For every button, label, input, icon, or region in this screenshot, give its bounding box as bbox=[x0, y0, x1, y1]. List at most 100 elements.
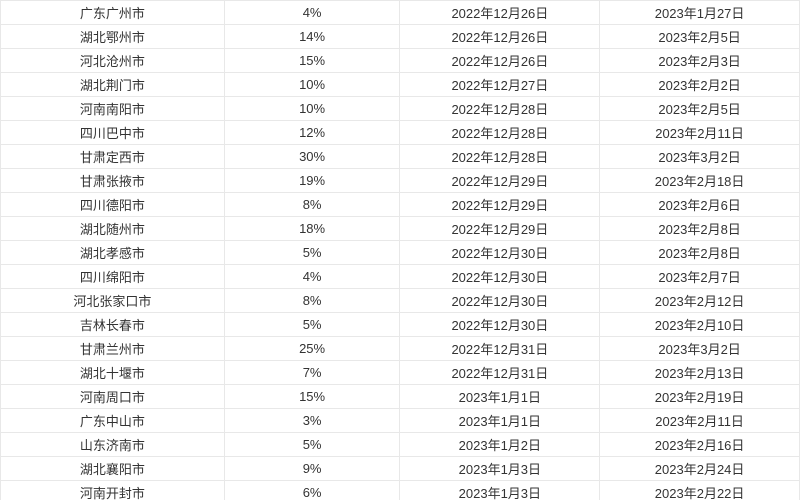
cell-percent: 14% bbox=[224, 25, 400, 49]
cell-city: 甘肃张掖市 bbox=[1, 169, 225, 193]
cell-city: 四川绵阳市 bbox=[1, 265, 225, 289]
table-row: 湖北随州市18%2022年12月29日2023年2月8日 bbox=[1, 217, 800, 241]
cell-date1: 2022年12月31日 bbox=[400, 337, 600, 361]
cell-percent: 18% bbox=[224, 217, 400, 241]
table-row: 湖北襄阳市9%2023年1月3日2023年2月24日 bbox=[1, 457, 800, 481]
table-row: 河北沧州市15%2022年12月26日2023年2月3日 bbox=[1, 49, 800, 73]
cell-date2: 2023年2月13日 bbox=[600, 361, 800, 385]
table-row: 山东济南市5%2023年1月2日2023年2月16日 bbox=[1, 433, 800, 457]
cell-city: 河南开封市 bbox=[1, 481, 225, 500]
cell-city: 河南周口市 bbox=[1, 385, 225, 409]
cell-percent: 15% bbox=[224, 49, 400, 73]
cell-date1: 2022年12月30日 bbox=[400, 265, 600, 289]
cell-date1: 2022年12月29日 bbox=[400, 217, 600, 241]
cell-percent: 12% bbox=[224, 121, 400, 145]
table-row: 河南周口市15%2023年1月1日2023年2月19日 bbox=[1, 385, 800, 409]
cell-date1: 2023年1月3日 bbox=[400, 457, 600, 481]
cell-date2: 2023年2月5日 bbox=[600, 25, 800, 49]
cell-date1: 2022年12月28日 bbox=[400, 121, 600, 145]
cell-city: 湖北襄阳市 bbox=[1, 457, 225, 481]
table-row: 河北张家口市8%2022年12月30日2023年2月12日 bbox=[1, 289, 800, 313]
cell-date1: 2022年12月29日 bbox=[400, 193, 600, 217]
cell-date2: 2023年2月22日 bbox=[600, 481, 800, 500]
cell-percent: 4% bbox=[224, 1, 400, 25]
cell-percent: 30% bbox=[224, 145, 400, 169]
table-row: 广东中山市3%2023年1月1日2023年2月11日 bbox=[1, 409, 800, 433]
cell-date2: 2023年2月12日 bbox=[600, 289, 800, 313]
cell-date2: 2023年2月3日 bbox=[600, 49, 800, 73]
cell-date2: 2023年2月7日 bbox=[600, 265, 800, 289]
cell-date2: 2023年2月16日 bbox=[600, 433, 800, 457]
cell-date1: 2022年12月31日 bbox=[400, 361, 600, 385]
cell-date2: 2023年1月27日 bbox=[600, 1, 800, 25]
cell-city: 广东广州市 bbox=[1, 1, 225, 25]
table-row: 湖北荆门市10%2022年12月27日2023年2月2日 bbox=[1, 73, 800, 97]
table-row: 广东广州市4%2022年12月26日2023年1月27日 bbox=[1, 1, 800, 25]
cell-city: 河北张家口市 bbox=[1, 289, 225, 313]
cell-percent: 7% bbox=[224, 361, 400, 385]
cell-city: 湖北十堰市 bbox=[1, 361, 225, 385]
cell-percent: 4% bbox=[224, 265, 400, 289]
cell-date1: 2023年1月3日 bbox=[400, 481, 600, 500]
cell-date2: 2023年2月2日 bbox=[600, 73, 800, 97]
cell-date1: 2022年12月29日 bbox=[400, 169, 600, 193]
table-row: 四川德阳市8%2022年12月29日2023年2月6日 bbox=[1, 193, 800, 217]
cell-date1: 2022年12月26日 bbox=[400, 25, 600, 49]
table-row: 湖北十堰市7%2022年12月31日2023年2月13日 bbox=[1, 361, 800, 385]
data-table-container: 广东广州市4%2022年12月26日2023年1月27日湖北鄂州市14%2022… bbox=[0, 0, 800, 500]
cell-city: 湖北荆门市 bbox=[1, 73, 225, 97]
cell-date1: 2022年12月28日 bbox=[400, 97, 600, 121]
cell-date2: 2023年3月2日 bbox=[600, 145, 800, 169]
cell-percent: 3% bbox=[224, 409, 400, 433]
cell-date2: 2023年2月11日 bbox=[600, 409, 800, 433]
cell-date2: 2023年2月19日 bbox=[600, 385, 800, 409]
cell-date2: 2023年2月5日 bbox=[600, 97, 800, 121]
table-row: 吉林长春市5%2022年12月30日2023年2月10日 bbox=[1, 313, 800, 337]
cell-city: 河北沧州市 bbox=[1, 49, 225, 73]
cell-city: 吉林长春市 bbox=[1, 313, 225, 337]
cell-percent: 5% bbox=[224, 433, 400, 457]
table-row: 河南南阳市10%2022年12月28日2023年2月5日 bbox=[1, 97, 800, 121]
cell-date1: 2023年1月2日 bbox=[400, 433, 600, 457]
cell-date2: 2023年2月6日 bbox=[600, 193, 800, 217]
cell-city: 四川巴中市 bbox=[1, 121, 225, 145]
cell-date2: 2023年2月18日 bbox=[600, 169, 800, 193]
cell-date2: 2023年3月2日 bbox=[600, 337, 800, 361]
cell-city: 甘肃兰州市 bbox=[1, 337, 225, 361]
cell-city: 湖北随州市 bbox=[1, 217, 225, 241]
table-row: 甘肃张掖市19%2022年12月29日2023年2月18日 bbox=[1, 169, 800, 193]
cell-date1: 2022年12月27日 bbox=[400, 73, 600, 97]
table-row: 四川绵阳市4%2022年12月30日2023年2月7日 bbox=[1, 265, 800, 289]
table-row: 甘肃兰州市25%2022年12月31日2023年3月2日 bbox=[1, 337, 800, 361]
table-row: 四川巴中市12%2022年12月28日2023年2月11日 bbox=[1, 121, 800, 145]
data-table: 广东广州市4%2022年12月26日2023年1月27日湖北鄂州市14%2022… bbox=[0, 0, 800, 500]
cell-date1: 2022年12月28日 bbox=[400, 145, 600, 169]
cell-city: 河南南阳市 bbox=[1, 97, 225, 121]
cell-percent: 8% bbox=[224, 289, 400, 313]
table-row: 湖北鄂州市14%2022年12月26日2023年2月5日 bbox=[1, 25, 800, 49]
cell-percent: 25% bbox=[224, 337, 400, 361]
cell-city: 甘肃定西市 bbox=[1, 145, 225, 169]
cell-date1: 2022年12月26日 bbox=[400, 49, 600, 73]
cell-percent: 6% bbox=[224, 481, 400, 500]
cell-percent: 8% bbox=[224, 193, 400, 217]
cell-date1: 2023年1月1日 bbox=[400, 385, 600, 409]
cell-percent: 10% bbox=[224, 97, 400, 121]
table-row: 河南开封市6%2023年1月3日2023年2月22日 bbox=[1, 481, 800, 500]
cell-date2: 2023年2月10日 bbox=[600, 313, 800, 337]
cell-date1: 2022年12月30日 bbox=[400, 289, 600, 313]
cell-date2: 2023年2月8日 bbox=[600, 241, 800, 265]
table-row: 湖北孝感市5%2022年12月30日2023年2月8日 bbox=[1, 241, 800, 265]
cell-date2: 2023年2月8日 bbox=[600, 217, 800, 241]
cell-percent: 5% bbox=[224, 313, 400, 337]
cell-percent: 10% bbox=[224, 73, 400, 97]
table-body: 广东广州市4%2022年12月26日2023年1月27日湖北鄂州市14%2022… bbox=[1, 1, 800, 500]
cell-date1: 2023年1月1日 bbox=[400, 409, 600, 433]
cell-percent: 15% bbox=[224, 385, 400, 409]
cell-percent: 9% bbox=[224, 457, 400, 481]
cell-city: 广东中山市 bbox=[1, 409, 225, 433]
cell-date1: 2022年12月30日 bbox=[400, 241, 600, 265]
cell-date1: 2022年12月26日 bbox=[400, 1, 600, 25]
cell-city: 湖北鄂州市 bbox=[1, 25, 225, 49]
cell-percent: 5% bbox=[224, 241, 400, 265]
